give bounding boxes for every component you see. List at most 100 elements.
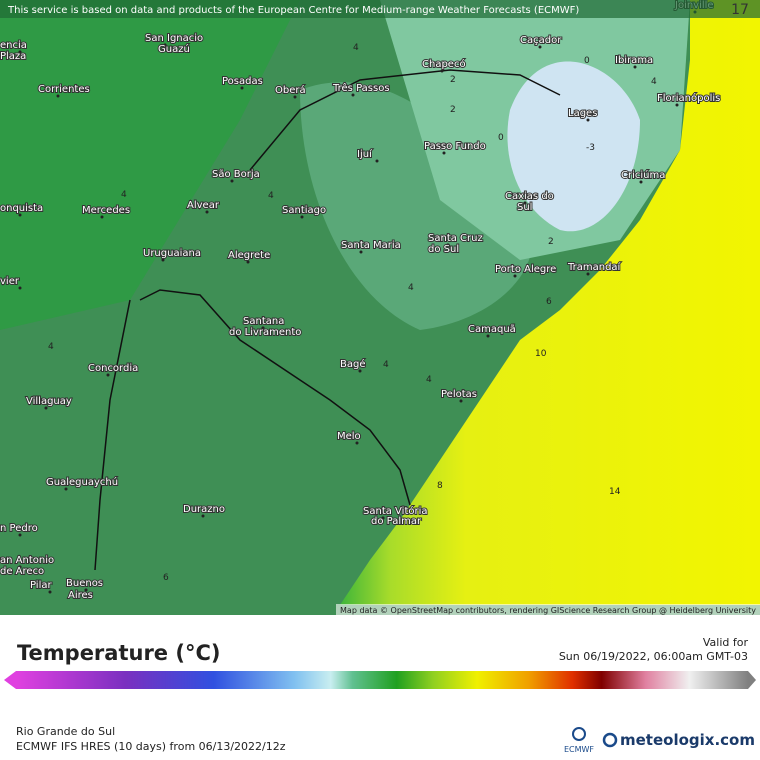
city-label: Lages xyxy=(568,108,597,119)
city-label: Corrientes xyxy=(38,84,90,95)
city-label: Porto Alegre xyxy=(495,264,556,275)
city-dot xyxy=(381,516,385,520)
city-dot xyxy=(675,103,679,107)
city-dot xyxy=(240,86,244,90)
city-dot xyxy=(205,210,209,214)
city-dot xyxy=(293,95,297,99)
city-dot xyxy=(375,159,379,163)
city-label: do Sul xyxy=(428,244,459,255)
city-label: Criciúma xyxy=(621,169,665,181)
city-dot xyxy=(100,215,104,219)
contour-label: 10 xyxy=(535,349,547,359)
city-label: Chapecó xyxy=(422,58,466,70)
city-dot xyxy=(48,590,52,594)
city-label: Alegrete xyxy=(228,250,270,261)
city-label: Santa Maria xyxy=(341,240,401,251)
city-label: Concordia xyxy=(88,363,138,374)
city-label: de Areco xyxy=(0,566,44,577)
notice: This service is based on data and produc… xyxy=(7,5,579,16)
city-dot xyxy=(163,43,167,47)
city-dot xyxy=(84,588,88,592)
city-label: Santiago xyxy=(282,205,326,216)
region: Rio Grande do Sul xyxy=(16,725,115,738)
contour-label: 8 xyxy=(437,481,443,491)
city-dot xyxy=(161,258,165,262)
city-label: Caçador xyxy=(520,35,562,46)
city-dot xyxy=(106,373,110,377)
city-label: Villaguay xyxy=(26,396,72,407)
corner-label: 17 xyxy=(731,2,749,18)
city-dot xyxy=(230,179,234,183)
city-label: São Borja xyxy=(212,169,260,180)
city-label: onquista xyxy=(0,203,43,214)
city-label: Oberá xyxy=(275,84,306,96)
contour-label: 2 xyxy=(450,75,456,85)
notice-bar xyxy=(0,0,760,18)
contour-label: 4 xyxy=(48,342,54,352)
contour-label: 6 xyxy=(163,573,169,583)
city-dot xyxy=(64,487,68,491)
colorbar-low-arrow xyxy=(4,671,16,689)
borders xyxy=(94,69,561,571)
valid-time: Sun 06/19/2022, 06:00am GMT-03 xyxy=(559,650,748,663)
city-label: Alvear xyxy=(187,200,220,211)
contour-label: 4 xyxy=(383,360,389,370)
city-label: Mercedes xyxy=(82,205,130,216)
city-label: Aires xyxy=(68,590,93,601)
contour-label: 0 xyxy=(584,56,590,66)
city-dot xyxy=(18,565,22,569)
city-dot xyxy=(18,213,22,217)
city-dot xyxy=(351,93,355,97)
city-dot xyxy=(486,334,490,338)
land-west xyxy=(0,0,300,330)
city-label: Posadas xyxy=(222,76,263,87)
city-dot xyxy=(300,215,304,219)
city-dot xyxy=(18,286,22,290)
city-dot xyxy=(358,369,362,373)
city-label: n Pedro xyxy=(0,523,38,534)
city-label: Três Passos xyxy=(332,82,390,94)
city-label: Florianópolis xyxy=(657,92,720,104)
city-label: Plaza xyxy=(0,51,26,62)
city-label: Pilar xyxy=(30,580,52,591)
city-label: Gualeguaychú xyxy=(46,476,118,488)
contour-label: 4 xyxy=(651,77,657,87)
city-label: Passo Fundo xyxy=(424,141,486,152)
contour-label: 0 xyxy=(498,133,504,143)
city-label: encia xyxy=(0,40,27,51)
city-label: Guazú xyxy=(158,43,190,55)
contour-label: 4 xyxy=(268,191,274,201)
land-center xyxy=(300,82,533,330)
cold-area xyxy=(507,61,640,232)
city-dot xyxy=(18,50,22,54)
city-label: an Antonio xyxy=(0,555,54,566)
city-label: Camaquã xyxy=(468,324,516,335)
attribution-bg xyxy=(336,604,760,616)
model-run: ECMWF IFS HRES (10 days) from 06/13/2022… xyxy=(16,740,286,753)
city-label: Uruguaiana xyxy=(143,248,201,259)
city-dot xyxy=(639,180,643,184)
city-dot xyxy=(446,243,450,247)
city-label: Santana xyxy=(243,316,284,327)
contour-label: 6 xyxy=(546,297,552,307)
contour-label: 4 xyxy=(408,283,414,293)
city-label: Caxias do xyxy=(505,191,554,202)
contour-label: 4 xyxy=(353,43,359,53)
contour-label: -3 xyxy=(586,143,595,153)
city-label: Ibirama xyxy=(615,55,653,66)
ocean xyxy=(340,0,760,605)
city-dot xyxy=(56,94,60,98)
city-dot xyxy=(440,69,444,73)
contour-label: 2 xyxy=(450,105,456,115)
ecmwf-logo[interactable]: ECMWF xyxy=(564,745,594,754)
city-label: vier xyxy=(0,276,20,287)
city-dot xyxy=(586,272,590,276)
city-label: do Palmar xyxy=(371,516,422,527)
city-label: Sul xyxy=(517,202,532,213)
contour-label: 4 xyxy=(426,375,432,385)
contour-label: 2 xyxy=(548,237,554,247)
city-dot xyxy=(442,151,446,155)
brand[interactable]: meteologix.com xyxy=(620,731,755,749)
